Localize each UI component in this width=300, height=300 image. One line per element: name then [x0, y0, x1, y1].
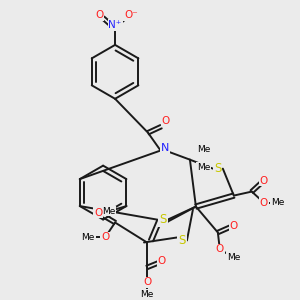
Text: Me: Me: [102, 206, 115, 215]
Text: Me: Me: [197, 163, 211, 172]
Text: N: N: [161, 143, 169, 153]
Text: O: O: [95, 10, 103, 20]
Text: O: O: [216, 244, 224, 254]
Text: N⁺: N⁺: [109, 20, 122, 30]
Text: O: O: [101, 232, 109, 242]
Text: O: O: [260, 198, 268, 208]
Text: Me: Me: [81, 233, 95, 242]
Text: O: O: [162, 116, 170, 126]
Text: O⁻: O⁻: [124, 10, 138, 20]
Text: S: S: [178, 234, 186, 247]
Text: S: S: [214, 162, 221, 175]
Text: O: O: [143, 278, 151, 287]
Text: Me: Me: [271, 198, 284, 207]
Text: S: S: [159, 213, 167, 226]
Text: O: O: [260, 176, 268, 186]
Text: Me: Me: [140, 290, 154, 299]
Text: O: O: [158, 256, 166, 266]
Text: O: O: [230, 220, 238, 230]
Text: Me: Me: [227, 253, 241, 262]
Text: O: O: [94, 208, 102, 218]
Text: Me: Me: [197, 145, 211, 154]
